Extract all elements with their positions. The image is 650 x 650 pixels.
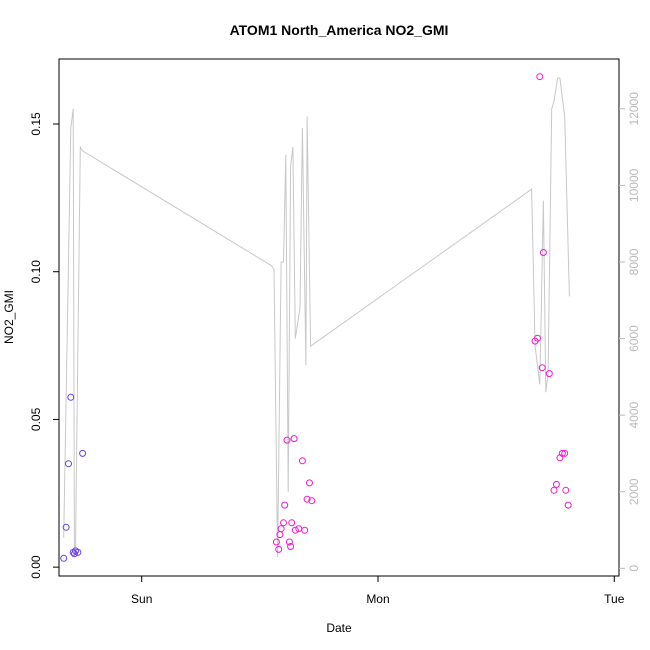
x-axis-label: Date (326, 621, 352, 635)
y-tick-label: 0.00 (29, 555, 43, 579)
data-point (275, 545, 283, 553)
data-point (301, 526, 309, 534)
data-point (564, 501, 572, 509)
x-tick-label: Tue (604, 592, 625, 606)
data-point (295, 525, 303, 533)
data-point (545, 370, 553, 378)
data-point (283, 436, 291, 444)
data-point (74, 548, 82, 556)
x-tick-label: Sun (131, 592, 152, 606)
data-point (277, 525, 285, 533)
data-point (290, 435, 298, 443)
y-tick-label: 0.05 (29, 407, 43, 431)
data-point (552, 480, 560, 488)
x-tick-label: Mon (366, 592, 389, 606)
data-point (306, 479, 313, 487)
data-points (60, 73, 572, 562)
y2-tick-label: 12000 (627, 92, 641, 126)
y2-tick-label: 2000 (627, 478, 641, 505)
data-point (285, 538, 293, 546)
chart-title: ATOM1 North_America NO2_GMI (230, 22, 449, 38)
data-point (60, 554, 68, 562)
altitude-series (63, 77, 570, 557)
plot-frame (58, 58, 620, 577)
y2-tick-label: 4000 (627, 401, 641, 428)
y2-tick-label: 0 (627, 565, 641, 572)
y-axis-label: NO2_GMI (2, 290, 16, 344)
data-point (298, 457, 306, 465)
data-point (308, 497, 316, 505)
data-point (534, 334, 541, 342)
data-point (62, 523, 70, 531)
y-axis-right: 0 2000 4000 6000 8000 10000 12000 (619, 92, 641, 572)
data-point (538, 364, 546, 372)
y-tick-label: 0.15 (29, 112, 43, 136)
y-tick-label: 0.10 (29, 260, 43, 284)
data-point (550, 486, 558, 494)
data-point (272, 538, 280, 546)
data-point (539, 249, 547, 256)
data-point (281, 501, 289, 509)
data-point (65, 460, 72, 468)
data-point (288, 519, 296, 527)
data-point (287, 543, 295, 550)
data-point (280, 519, 287, 527)
y-axis-left: 0.00 0.05 0.10 0.15 (29, 112, 59, 579)
data-point (562, 486, 570, 494)
altitude-line (63, 77, 570, 557)
data-point (79, 449, 87, 457)
data-point (67, 393, 75, 401)
y2-tick-label: 8000 (627, 248, 641, 275)
data-point (303, 495, 311, 503)
data-point (561, 449, 569, 457)
y2-tick-label: 10000 (627, 168, 641, 202)
data-point (291, 526, 299, 534)
data-point (558, 449, 566, 457)
y2-tick-label: 6000 (627, 325, 641, 352)
data-point (536, 73, 544, 81)
x-axis: Sun Mon Tue (131, 576, 625, 606)
